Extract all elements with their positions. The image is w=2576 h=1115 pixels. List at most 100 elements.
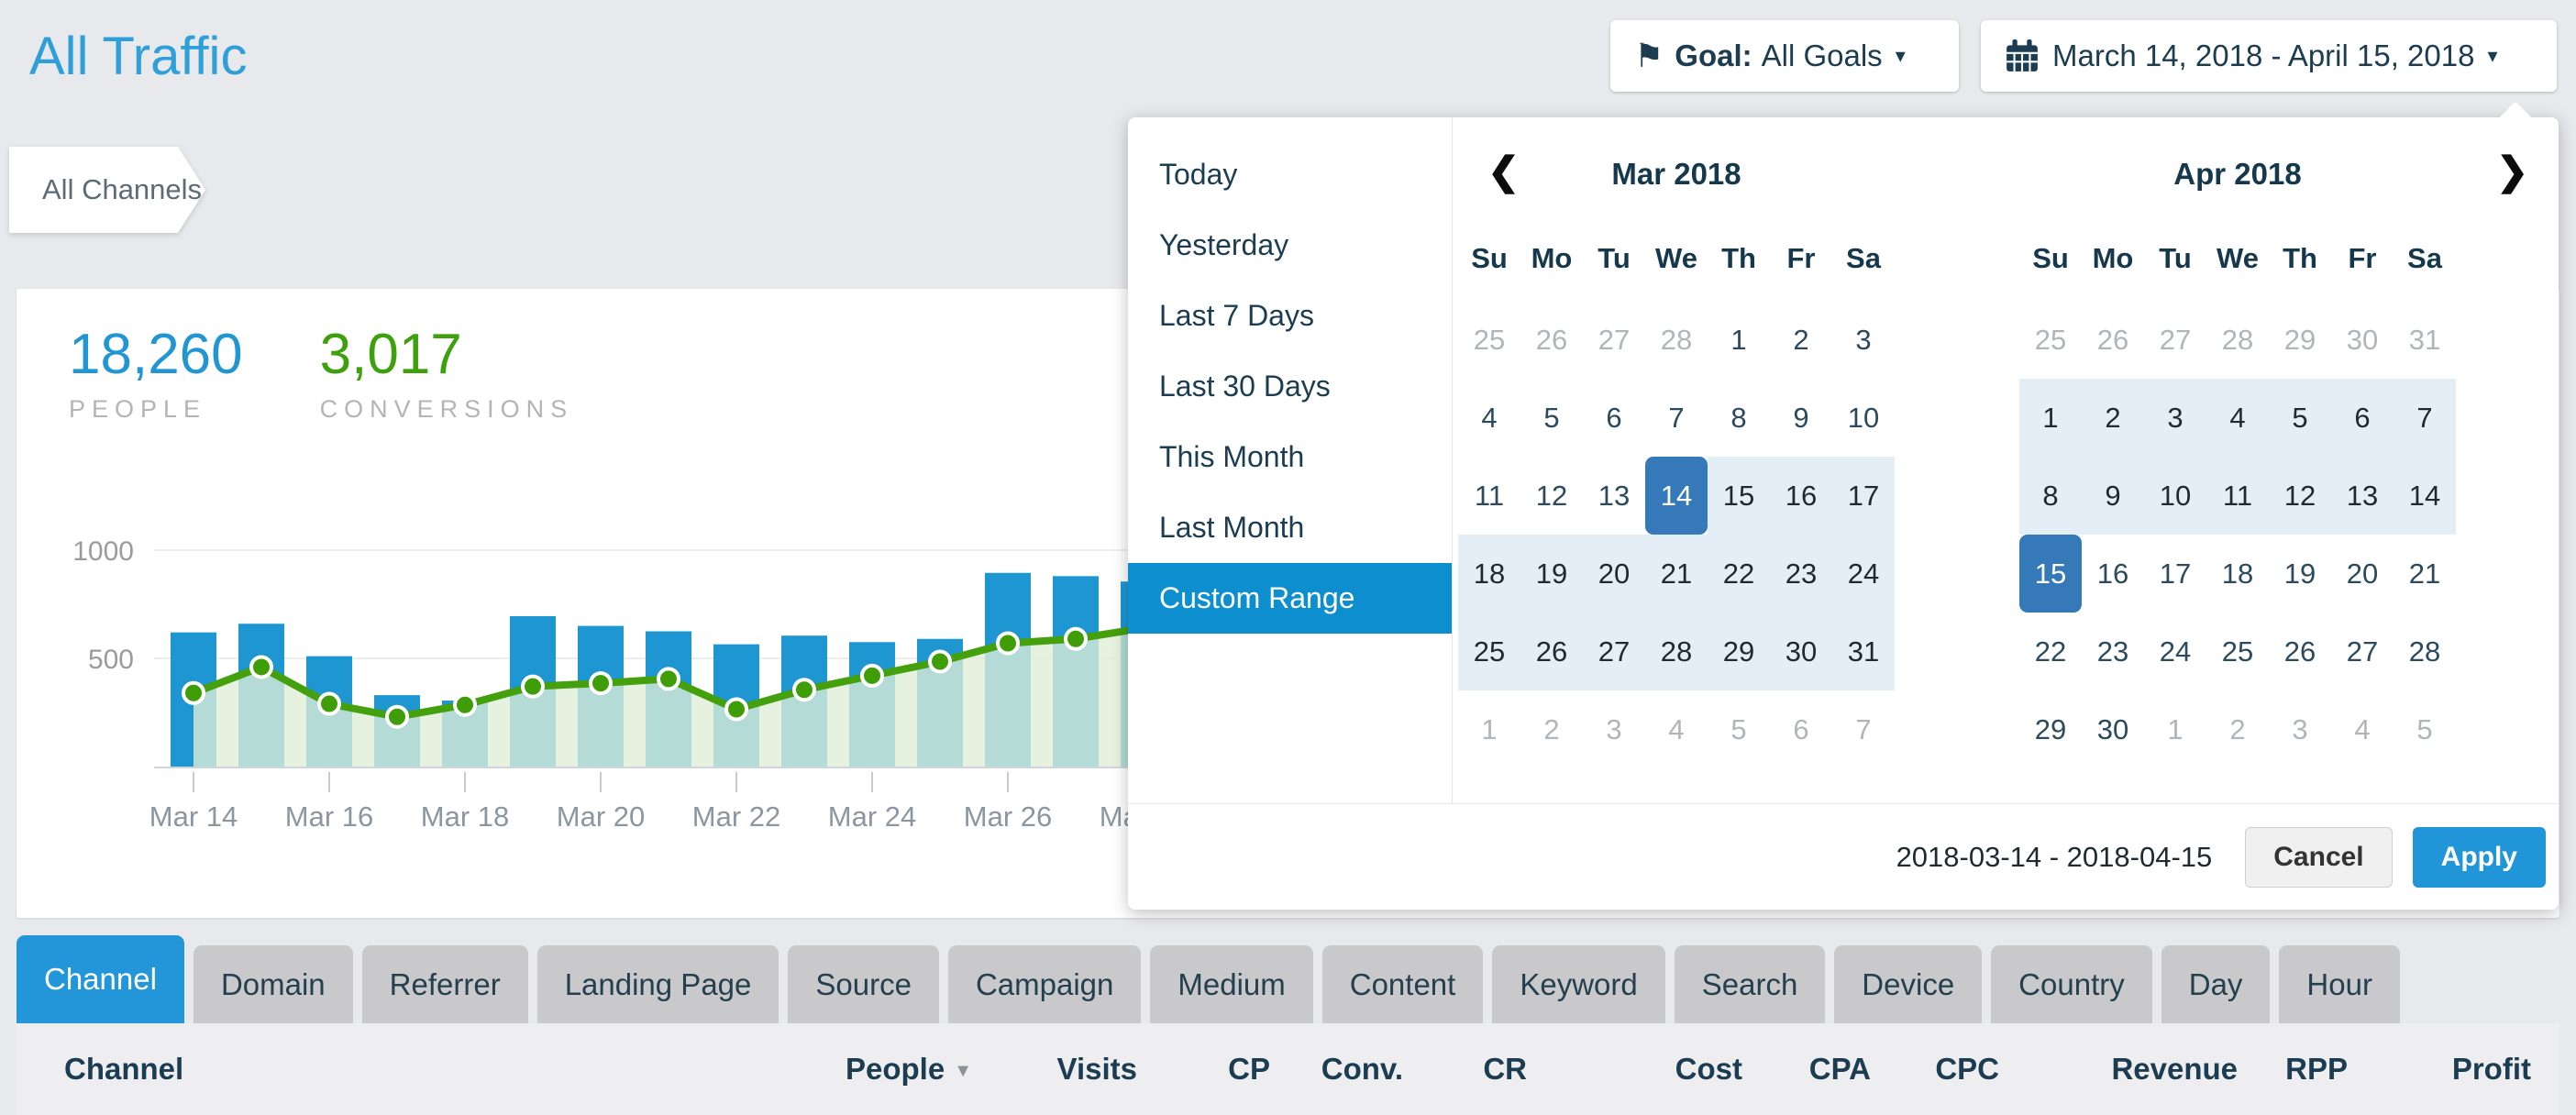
day-cell[interactable]: 6 xyxy=(1606,402,1622,434)
day-cell[interactable]: 3 xyxy=(1855,324,1872,356)
day-cell[interactable]: 20 xyxy=(2346,558,2379,590)
day-cell[interactable]: 20 xyxy=(1583,535,1645,613)
goal-filter-button[interactable]: ⚑ Goal: All Goals ▾ xyxy=(1610,20,1959,92)
breadcrumb-chip-all-channels[interactable]: All Channels xyxy=(9,147,205,233)
prev-month-button[interactable]: ❮ xyxy=(1487,152,1520,191)
column-header-cpc[interactable]: CPC xyxy=(1871,1052,1999,1087)
next-month-button[interactable]: ❯ xyxy=(2496,152,2528,191)
preset-this-month[interactable]: This Month xyxy=(1159,440,1305,473)
day-cell[interactable]: 14 xyxy=(1645,457,1708,535)
day-cell[interactable]: 11 xyxy=(2206,457,2269,535)
day-cell[interactable]: 30 xyxy=(2096,713,2129,745)
day-cell[interactable]: 30 xyxy=(1770,613,1832,690)
day-cell[interactable]: 22 xyxy=(1708,535,1770,613)
day-cell[interactable]: 2 xyxy=(1793,324,1809,356)
day-cell[interactable]: 31 xyxy=(1832,613,1895,690)
column-header-visits[interactable]: Visits xyxy=(972,1052,1137,1087)
day-cell[interactable]: 1 xyxy=(2019,379,2082,457)
day-cell[interactable]: 8 xyxy=(2019,457,2082,535)
day-cell[interactable]: 10 xyxy=(2144,457,2206,535)
column-header-revenue[interactable]: Revenue xyxy=(1999,1052,2238,1087)
day-cell[interactable]: 8 xyxy=(1730,402,1747,434)
day-cell[interactable]: 24 xyxy=(2159,635,2192,668)
day-cell[interactable]: 24 xyxy=(1832,535,1895,613)
day-cell[interactable]: 12 xyxy=(1535,480,1568,512)
day-cell[interactable]: 3 xyxy=(2144,379,2206,457)
cancel-button[interactable]: Cancel xyxy=(2245,826,2393,888)
day-cell[interactable]: 29 xyxy=(2034,713,2067,745)
day-cell[interactable]: 18 xyxy=(1458,535,1520,613)
tab-source[interactable]: Source xyxy=(788,945,939,1023)
day-cell[interactable]: 4 xyxy=(1481,402,1498,434)
tab-domain[interactable]: Domain xyxy=(193,945,353,1023)
day-cell[interactable]: 7 xyxy=(2394,379,2456,457)
day-cell[interactable]: 17 xyxy=(2159,558,2192,590)
column-header-cr[interactable]: CR xyxy=(1403,1052,1527,1087)
day-cell[interactable]: 16 xyxy=(1770,457,1832,535)
day-cell[interactable]: 29 xyxy=(1708,613,1770,690)
day-cell[interactable]: 23 xyxy=(1770,535,1832,613)
day-cell[interactable]: 26 xyxy=(2283,635,2316,668)
column-header-channel[interactable]: Channel xyxy=(17,1052,789,1087)
column-header-cost[interactable]: Cost xyxy=(1527,1052,1742,1087)
day-cell[interactable]: 19 xyxy=(2283,558,2316,590)
day-cell[interactable]: 17 xyxy=(1832,457,1895,535)
day-cell[interactable]: 5 xyxy=(1543,402,1560,434)
day-cell[interactable]: 9 xyxy=(2082,457,2144,535)
tab-referrer[interactable]: Referrer xyxy=(361,945,528,1023)
day-cell[interactable]: 2 xyxy=(2082,379,2144,457)
tab-device[interactable]: Device xyxy=(1834,945,1983,1023)
preset-today[interactable]: Today xyxy=(1159,158,1238,191)
day-cell[interactable]: 28 xyxy=(1645,613,1708,690)
tab-campaign[interactable]: Campaign xyxy=(947,945,1142,1023)
tab-day[interactable]: Day xyxy=(2161,945,2271,1023)
day-cell[interactable]: 22 xyxy=(2034,635,2067,668)
preset-last-7-days[interactable]: Last 7 Days xyxy=(1159,299,1314,332)
column-header-cpa[interactable]: CPA xyxy=(1742,1052,1871,1087)
day-cell[interactable]: 10 xyxy=(1847,402,1880,434)
column-header-profit[interactable]: Profit xyxy=(2348,1052,2531,1087)
day-cell[interactable]: 16 xyxy=(2096,558,2129,590)
apply-button[interactable]: Apply xyxy=(2412,826,2546,888)
day-cell[interactable]: 28 xyxy=(2408,635,2441,668)
tab-channel[interactable]: Channel xyxy=(17,935,184,1023)
day-cell[interactable]: 9 xyxy=(1793,402,1809,434)
column-header-conv-[interactable]: Conv. xyxy=(1270,1052,1403,1087)
preset-yesterday[interactable]: Yesterday xyxy=(1159,228,1289,261)
preset-last-30-days[interactable]: Last 30 Days xyxy=(1159,370,1331,403)
day-cell[interactable]: 19 xyxy=(1520,535,1583,613)
day-cell[interactable]: 18 xyxy=(2221,558,2254,590)
tab-landing-page[interactable]: Landing Page xyxy=(536,945,779,1023)
day-cell[interactable]: 15 xyxy=(2019,535,2082,613)
tab-country[interactable]: Country xyxy=(1991,945,2152,1023)
tab-hour[interactable]: Hour xyxy=(2279,945,2400,1023)
day-cell[interactable]: 21 xyxy=(1645,535,1708,613)
day-cell[interactable]: 13 xyxy=(1598,480,1631,512)
day-cell[interactable]: 6 xyxy=(2331,379,2394,457)
day-cell[interactable]: 11 xyxy=(1474,480,1505,512)
column-header-rpp[interactable]: RPP xyxy=(2238,1052,2348,1087)
date-range-button[interactable]: March 14, 2018 - April 15, 2018 ▾ xyxy=(1981,20,2557,92)
preset-custom-range[interactable]: Custom Range xyxy=(1128,563,1452,634)
tab-content[interactable]: Content xyxy=(1321,945,1484,1023)
column-header-cp[interactable]: CP xyxy=(1137,1052,1270,1087)
day-cell[interactable]: 7 xyxy=(1668,402,1685,434)
day-cell[interactable]: 14 xyxy=(2394,457,2456,535)
day-cell[interactable]: 15 xyxy=(1708,457,1770,535)
day-cell[interactable]: 1 xyxy=(1730,324,1747,356)
day-cell[interactable]: 4 xyxy=(2206,379,2269,457)
day-cell[interactable]: 27 xyxy=(1583,613,1645,690)
day-cell[interactable]: 21 xyxy=(2408,558,2441,590)
day-cell[interactable]: 25 xyxy=(1458,613,1520,690)
tab-medium[interactable]: Medium xyxy=(1150,945,1313,1023)
day-cell[interactable]: 5 xyxy=(2269,379,2331,457)
day-cell[interactable]: 23 xyxy=(2096,635,2129,668)
day-cell[interactable]: 12 xyxy=(2269,457,2331,535)
column-header-people[interactable]: People ▼ xyxy=(789,1052,972,1087)
day-cell[interactable]: 27 xyxy=(2346,635,2379,668)
tab-search[interactable]: Search xyxy=(1674,945,1826,1023)
tab-keyword[interactable]: Keyword xyxy=(1492,945,1665,1023)
day-cell[interactable]: 13 xyxy=(2331,457,2394,535)
day-cell[interactable]: 26 xyxy=(1520,613,1583,690)
day-cell[interactable]: 25 xyxy=(2221,635,2254,668)
